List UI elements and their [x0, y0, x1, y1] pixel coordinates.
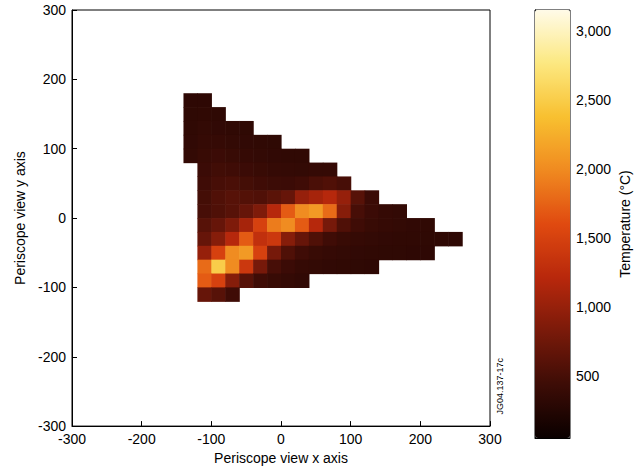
svg-text:1,000: 1,000: [576, 299, 611, 315]
svg-text:2,000: 2,000: [576, 161, 611, 177]
svg-text:200: 200: [43, 71, 67, 87]
svg-text:100: 100: [43, 141, 67, 157]
svg-text:Periscope view y axis: Periscope view y axis: [12, 151, 28, 285]
svg-text:100: 100: [339, 431, 363, 447]
svg-text:0: 0: [58, 210, 66, 226]
svg-text:Periscope view x axis: Periscope view x axis: [214, 450, 348, 466]
svg-text:-200: -200: [128, 431, 156, 447]
svg-text:-100: -100: [197, 431, 225, 447]
svg-text:500: 500: [576, 368, 600, 384]
svg-text:-100: -100: [38, 279, 66, 295]
svg-text:200: 200: [409, 431, 433, 447]
svg-text:0: 0: [277, 431, 285, 447]
svg-text:300: 300: [478, 431, 502, 447]
svg-text:2,500: 2,500: [576, 92, 611, 108]
svg-text:-200: -200: [38, 349, 66, 365]
svg-text:3,000: 3,000: [576, 23, 611, 39]
svg-text:300: 300: [43, 2, 67, 18]
svg-text:1,500: 1,500: [576, 230, 611, 246]
svg-text:-300: -300: [58, 431, 86, 447]
svg-text:Temperature (°C): Temperature (°C): [617, 170, 633, 278]
svg-text:-300: -300: [38, 418, 66, 435]
svg-text:JG04.137-17c: JG04.137-17c: [495, 357, 505, 414]
